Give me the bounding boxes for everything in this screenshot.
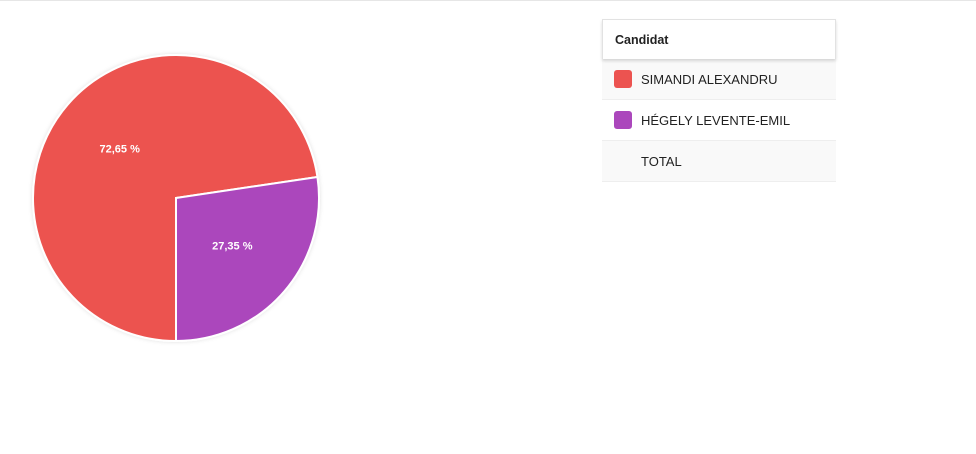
legend-table: Candidat SIMANDI ALEXANDRU HÉGELY LEVENTE… [602, 19, 836, 182]
legend-row: HÉGELY LEVENTE-EMIL [602, 100, 836, 141]
legend-label: SIMANDI ALEXANDRU [641, 71, 778, 87]
pie-slice [175, 175, 320, 343]
table-header: Candidat [602, 19, 836, 59]
top-border [0, 0, 976, 1]
total-row: TOTAL [602, 141, 836, 182]
legend-swatch [614, 70, 632, 88]
slice-label: 27,35 % [212, 240, 253, 252]
slices [32, 54, 320, 343]
pie-chart: 72,65 % 27,35 % [32, 54, 320, 343]
legend-row: SIMANDI ALEXANDRU [602, 59, 836, 100]
legend-label: HÉGELY LEVENTE-EMIL [641, 112, 791, 128]
slice-label: 72,65 % [99, 143, 140, 155]
legend-swatch [614, 111, 632, 129]
